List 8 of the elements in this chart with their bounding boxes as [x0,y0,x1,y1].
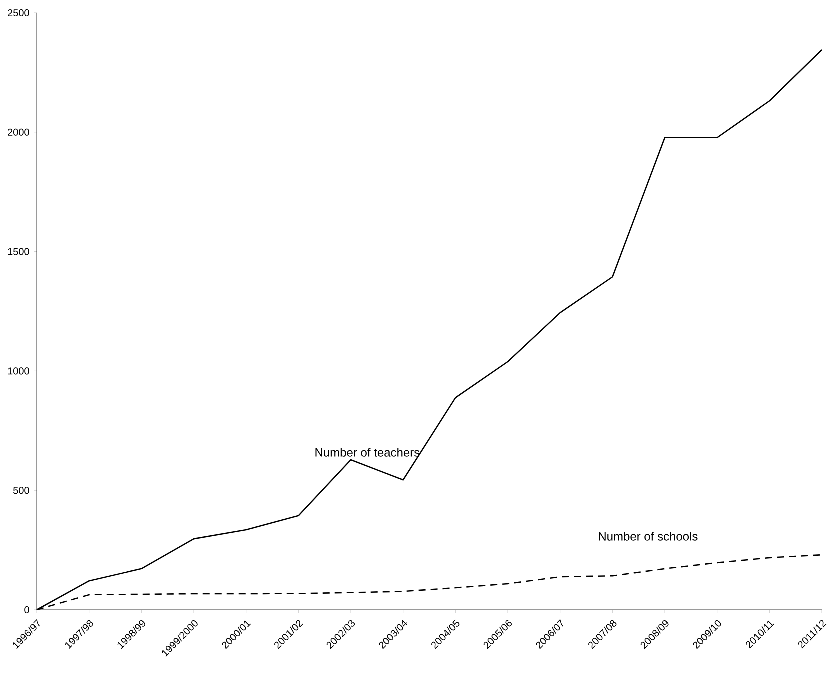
series-label: Number of teachers [316,448,420,457]
text: Number of schools [599,532,698,541]
y-tick-label: 0 [24,606,30,614]
y-tick-label: 2500 [8,9,30,17]
y-tick-label: 500 [14,487,30,494]
y-tick-label: 1000 [8,368,30,375]
y-tick-label: 1500 [8,248,30,256]
y-tick-label: 2000 [8,128,30,136]
